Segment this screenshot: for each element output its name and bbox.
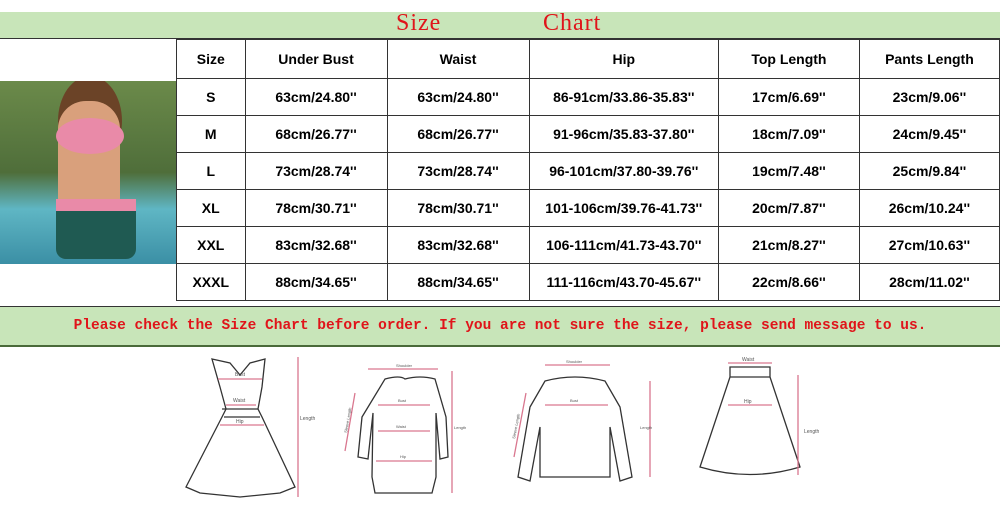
long-sleeve-dress-diagram: Shoulder Bust Waist Hip Length Sleeve Length [343,363,466,494]
header-row: Size Under Bust Waist Hip Top Length Pan… [176,39,1000,79]
notice-banner: Please check the Size Chart before order… [0,306,1000,347]
dress-diagram: Bust Waist Hip Length [185,357,316,498]
cell: 25cm/9.84'' [858,152,1000,190]
label-shoulder: Shoulder [566,359,583,364]
cell: 86-91cm/33.86-35.83'' [528,78,719,116]
cell: XXL [176,226,246,264]
table-row: S 63cm/24.80'' 63cm/24.80'' 86-91cm/33.86-3… [176,78,1000,116]
cell: XXXL [176,263,246,301]
cell: 88cm/34.65'' [244,263,388,301]
table-row: L 73cm/28.74'' 73cm/28.74'' 96-101cm/37.80-… [176,152,1000,190]
cell: S [176,78,246,116]
header-hip: Hip [528,39,719,79]
cell: 68cm/26.77'' [244,115,388,153]
cell: 63cm/24.80'' [244,78,388,116]
cell: 101-106cm/39.76-41.73'' [528,189,719,227]
label-sleeve-length: Sleeve Length [511,413,521,439]
header-pants-length: Pants Length [858,39,1000,79]
cell: 83cm/32.68'' [386,226,530,264]
label-waist: Waist [396,424,407,429]
cell: 18cm/7.09'' [717,115,860,153]
cell: 24cm/9.45'' [858,115,1000,153]
title-banner: Size Chart [0,10,1000,39]
size-table: Size Under Bust Waist Hip Top Length Pan… [176,39,1000,301]
label-waist: Waist [742,357,755,363]
cell: 91-96cm/35.83-37.80'' [528,115,719,153]
measurement-diagrams: Bust Waist Hip Length Shoulder Bust Waist Hip L… [185,357,820,498]
model-image [56,81,136,259]
cell: 17cm/6.69'' [717,78,860,116]
cell: 78cm/30.71'' [386,189,530,227]
label-sleeve-length: Sleeve Length [343,407,352,433]
label-length: Length [640,425,652,430]
label-length: Length [300,416,316,422]
label-length: Length [454,425,466,430]
cell: 63cm/24.80'' [386,78,530,116]
cell: 73cm/28.74'' [244,152,388,190]
header-top-length: Top Length [717,39,860,79]
cell: 19cm/7.48'' [717,152,860,190]
cell: 27cm/10.63'' [858,226,1000,264]
cell: 20cm/7.87'' [717,189,860,227]
table-row: M 68cm/26.77'' 68cm/26.77'' 91-96cm/35.83-3… [176,115,1000,153]
cell: L [176,152,246,190]
label-hip: Hip [236,419,244,425]
label-waist: Waist [233,398,246,404]
label-length: Length [804,429,820,435]
cell: XL [176,189,246,227]
label-hip: Hip [744,399,752,405]
cell: 78cm/30.71'' [244,189,388,227]
notice-text: Please check the Size Chart before order… [73,318,927,334]
label-bust: Bust [570,398,579,403]
skirt-diagram: Waist Hip Length [699,357,820,476]
label-bust: Bust [235,372,246,378]
table-row: XL 78cm/30.71'' 78cm/30.71'' 101-106cm/39.7… [176,189,1000,227]
cell: 68cm/26.77'' [386,115,530,153]
header-waist: Waist [386,39,530,79]
header-size: Size [176,39,246,79]
label-bust: Bust [398,398,407,403]
title-word-size: Size [396,10,442,36]
sweater-diagram: Shoulder Bust Length Sleeve Length [511,359,652,482]
table-row: XXXL 88cm/34.65'' 88cm/34.65'' 111-116cm/43… [176,263,1000,301]
title-word-chart: Chart [543,10,602,36]
label-hip: Hip [400,454,407,459]
cell: 88cm/34.65'' [386,263,530,301]
header-under-bust: Under Bust [244,39,388,79]
table-row: XXL 83cm/32.68'' 83cm/32.68'' 106-111cm/41.… [176,226,1000,264]
cell: 23cm/9.06'' [858,78,1000,116]
cell: 22cm/8.66'' [717,263,860,301]
cell: 73cm/28.74'' [386,152,530,190]
product-photo [0,81,176,264]
label-shoulder: Shoulder [396,363,413,368]
cell: 28cm/11.02'' [858,263,1000,301]
cell: 21cm/8.27'' [717,226,860,264]
cell: 96-101cm/37.80-39.76'' [528,152,719,190]
cell: 83cm/32.68'' [244,226,388,264]
cell: 111-116cm/43.70-45.67'' [528,263,719,301]
cell: 106-111cm/41.73-43.70'' [528,226,719,264]
cell: M [176,115,246,153]
cell: 26cm/10.24'' [858,189,1000,227]
